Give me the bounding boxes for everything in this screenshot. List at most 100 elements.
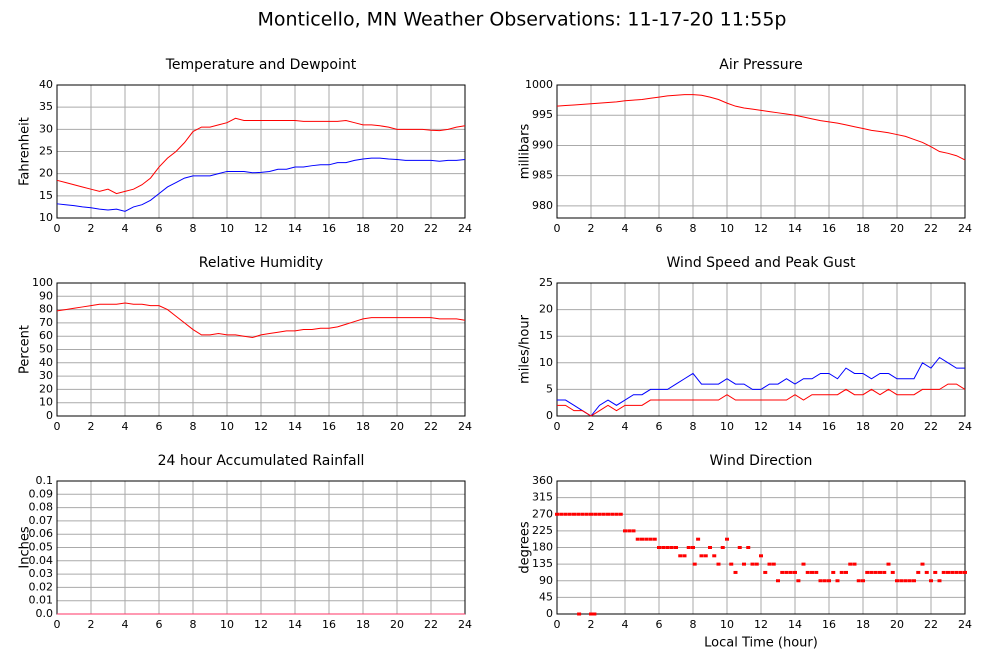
data-point [822,579,827,583]
y-tick-label: 980 [532,199,553,212]
y-tick-label: 0 [546,409,553,422]
data-point [865,570,870,574]
y-tick-label: 270 [532,507,553,520]
data-point [589,612,593,616]
data-line [56,157,466,212]
data-point [954,570,959,574]
x-tick-label: 12 [254,420,268,433]
data-point [682,554,687,558]
y-axis-label: Percent [18,325,33,374]
x-tick-label: 18 [856,222,870,235]
y-tick-label: 1000 [525,78,553,91]
y-tick-label: 40 [39,356,53,369]
data-point [793,570,797,574]
x-tick-label: 14 [788,618,802,631]
x-tick-label: 24 [958,420,972,433]
x-tick-label: 18 [856,618,870,631]
data-point [796,579,801,583]
y-tick-label: 10 [539,356,553,369]
data-point [827,579,831,583]
data-point [686,546,691,549]
data-point [631,529,636,533]
x-tick-label: 22 [424,420,438,433]
data-point [890,570,895,574]
y-tick-label: 0.07 [29,514,54,527]
plot-frame [556,282,966,417]
y-tick-label: 30 [39,122,53,135]
x-tick-label: 0 [54,420,61,433]
data-point [805,570,810,574]
data-point [648,537,653,541]
data-point [601,512,606,516]
x-tick-label: 6 [156,222,163,235]
x-tick-label: 20 [890,618,904,631]
data-point [584,512,589,516]
data-point [614,512,619,516]
data-point [776,579,780,583]
data-point [567,512,572,516]
x-tick-label: 0 [54,618,61,631]
data-point [763,570,768,574]
data-point [920,562,925,566]
y-tick-label: 45 [539,590,553,603]
x-tick-label: 2 [88,222,95,235]
x-tick-label: 0 [554,222,561,235]
chart-title: Relative Humidity [199,255,323,271]
data-point [814,570,819,574]
data-point [963,570,967,574]
x-tick-label: 4 [122,222,129,235]
plot-frame [556,84,966,219]
data-point [937,579,942,583]
data-point [696,537,701,541]
y-tick-label: 360 [532,474,553,487]
data-point [576,512,581,516]
data-point [580,512,585,516]
data-point [691,546,695,549]
y-tick-label: 20 [39,382,53,395]
data-point [895,579,899,583]
y-tick-label: 80 [39,303,53,316]
y-tick-label: 0.09 [29,487,54,500]
chart-title: Temperature and Dewpoint [165,57,357,73]
y-axis-label: miles/hour [518,314,533,383]
x-tick-label: 20 [390,222,404,235]
y-axis-label: Fahrenheit [18,117,33,186]
y-tick-label: 10 [39,396,53,409]
chart-title: 24 hour Accumulated Rainfall [158,453,365,469]
x-tick-label: 24 [958,222,972,235]
data-line [56,117,466,195]
x-tick-label: 18 [356,618,370,631]
y-tick-label: 15 [539,329,553,342]
y-tick-label: 0 [546,607,553,620]
y-tick-label: 0.02 [29,580,54,593]
data-line [56,302,466,339]
x-tick-label: 22 [924,420,938,433]
data-point [699,554,704,558]
plot-frame [56,84,466,219]
y-tick-label: 35 [39,100,53,113]
y-tick-label: 0.1 [36,474,54,487]
data-point [780,570,785,574]
y-tick-label: 20 [39,167,53,180]
x-tick-label: 16 [822,420,836,433]
data-point [669,546,674,549]
data-point [589,512,593,516]
data-point [712,554,717,558]
data-point [555,512,559,516]
y-tick-label: 60 [39,329,53,342]
y-tick-label: 985 [532,169,553,182]
data-point [759,554,763,558]
y-tick-label: 20 [539,303,553,316]
x-tick-label: 20 [390,618,404,631]
data-point [835,579,840,583]
data-point [665,546,670,549]
data-point [869,570,874,574]
y-tick-label: 0 [46,409,53,422]
x-tick-label: 12 [254,618,268,631]
data-point [674,546,678,549]
data-point [839,570,844,574]
x-tick-label: 20 [390,420,404,433]
data-point [754,562,759,566]
y-tick-label: 0.01 [29,594,54,607]
y-tick-label: 5 [546,382,553,395]
